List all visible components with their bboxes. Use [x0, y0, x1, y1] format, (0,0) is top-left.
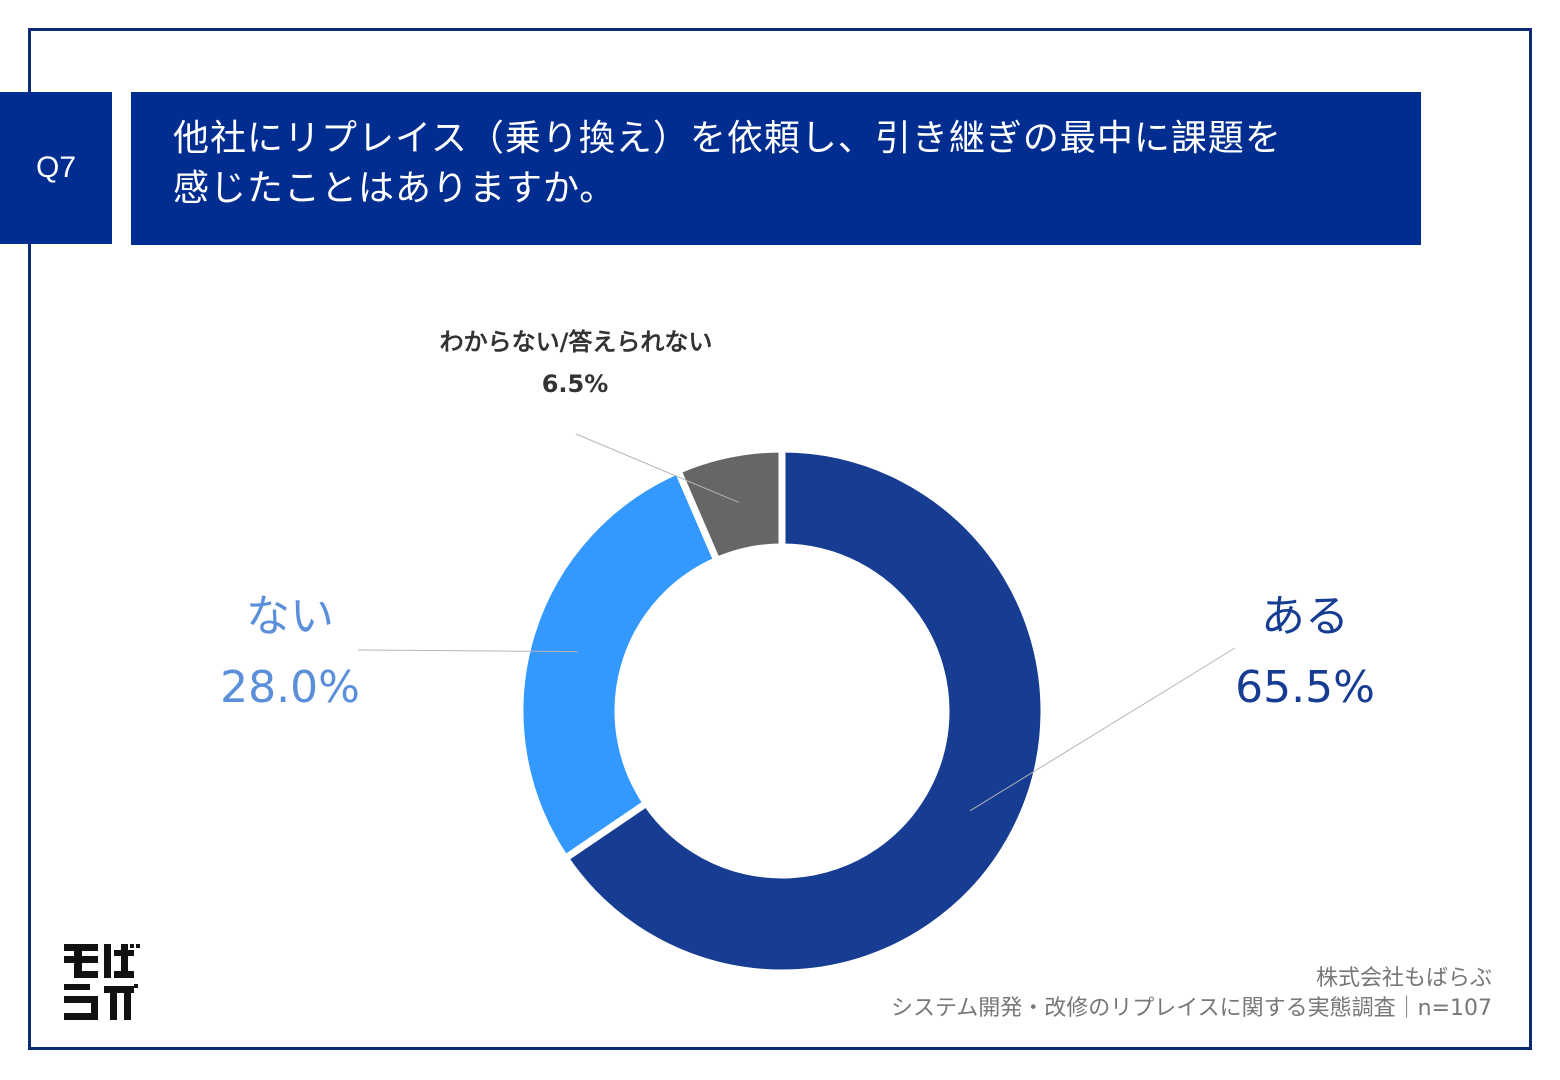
question-title-line-2: 感じたことはありますか。	[173, 168, 617, 209]
slice-label-unknown-name: わからない/答えられない	[439, 328, 713, 356]
donut-slice-aru	[560, 445, 1048, 977]
footer-company: 株式会社もばらぶ	[1315, 966, 1492, 991]
slice-label-nai-value: 28.0%	[220, 662, 360, 713]
slice-label-unknown-value: 6.5%	[541, 370, 609, 398]
leader-line-aru	[969, 647, 1236, 812]
outer-frame	[28, 28, 1532, 1050]
question-badge: Q7	[0, 92, 112, 244]
mobalab-logo-icon	[64, 944, 140, 1020]
slice-label-aru-name: ある	[1261, 591, 1349, 642]
slice-label-aru-value: 65.5%	[1235, 662, 1375, 713]
leader-line-unknown	[575, 433, 740, 503]
donut-slice-unknown	[673, 445, 786, 566]
donut-slice-nai	[516, 465, 722, 864]
footer-survey: システム開発・改修のリプレイスに関する実態調査｜n=107	[890, 996, 1492, 1021]
footer-source: 株式会社もばらぶ システム開発・改修のリプレイスに関する実態調査｜n=107	[891, 964, 1492, 1024]
slice-label-nai-name: ない	[246, 591, 334, 642]
question-title: 他社にリプレイス（乗り換え）を依頼し、引き継ぎの最中に課題を 感じたことはありま…	[131, 92, 1421, 245]
question-title-line-1: 他社にリプレイス（乗り換え）を依頼し、引き継ぎの最中に課題を	[173, 118, 1282, 159]
leader-line-nai	[357, 649, 578, 653]
